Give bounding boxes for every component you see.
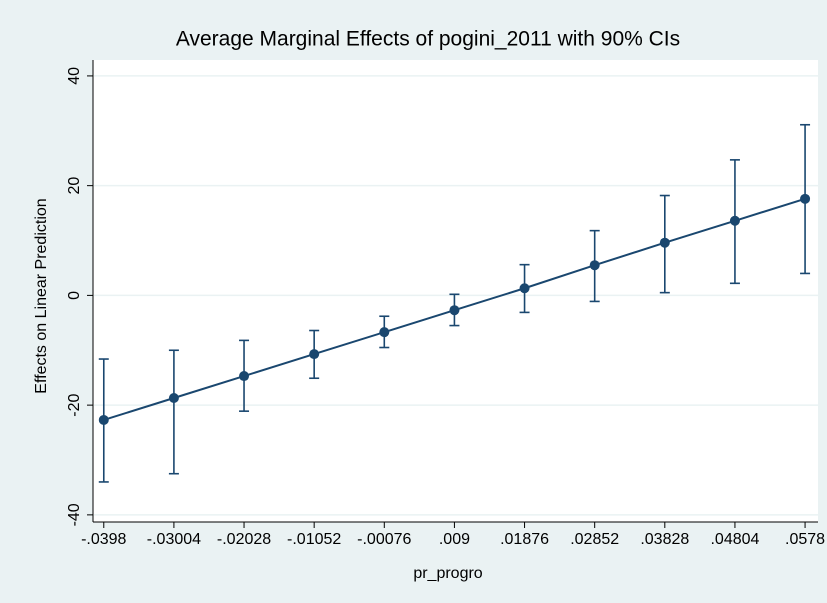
plot-area — [93, 60, 818, 522]
point — [800, 193, 811, 204]
x-tick-label: -.00076 — [357, 531, 411, 548]
point — [168, 392, 179, 403]
x-tick-label: .009 — [439, 531, 470, 548]
point — [589, 260, 600, 271]
point — [659, 237, 670, 248]
point — [449, 305, 460, 316]
error-bar — [168, 349, 179, 475]
y-tick-label: 20 — [66, 177, 83, 195]
y-tick-label: -40 — [66, 503, 83, 526]
y-axis-label: Effects on Linear Prediction — [33, 198, 50, 393]
y-tick-label: -20 — [66, 393, 83, 416]
chart-title: Average Marginal Effects of pogini_2011 … — [176, 28, 680, 51]
x-tick-label: -.0398 — [81, 531, 126, 548]
x-axis-label: pr_progro — [413, 565, 482, 582]
x-tick-label: .0578 — [785, 531, 825, 548]
x-tick-label: -.02028 — [217, 531, 271, 548]
y-tick-label: 0 — [66, 291, 83, 300]
point — [239, 371, 250, 382]
x-tick-label: .04804 — [710, 531, 759, 548]
x-tick-label: .01876 — [500, 531, 549, 548]
point — [519, 283, 530, 294]
point — [379, 327, 390, 338]
point — [98, 414, 109, 425]
point — [309, 349, 320, 360]
y-tick-label: 40 — [66, 67, 83, 85]
x-tick-label: .02852 — [570, 531, 619, 548]
x-tick-label: -.03004 — [147, 531, 201, 548]
x-tick-label: .03828 — [640, 531, 689, 548]
point — [729, 215, 740, 226]
x-tick-label: -.01052 — [287, 531, 341, 548]
